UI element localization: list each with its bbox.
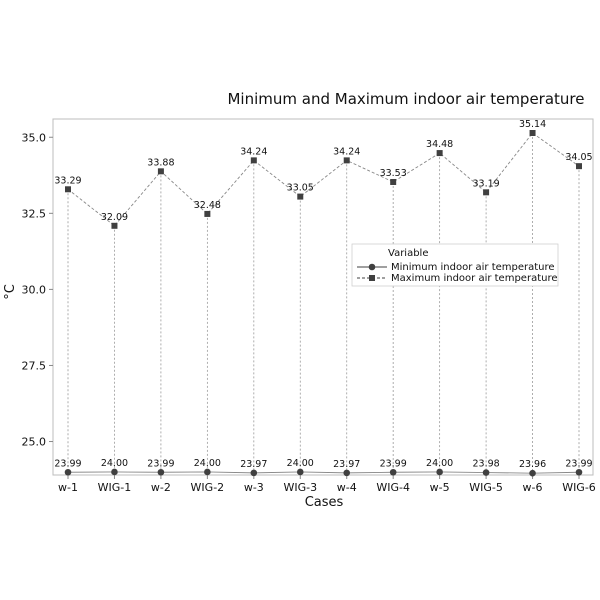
- max-data-label: 32.48: [194, 200, 221, 211]
- x-tick-label: w-6: [523, 481, 543, 494]
- min-data-label: 23.97: [240, 459, 267, 470]
- legend-label-max: Maximum indoor air temperature: [391, 273, 558, 284]
- y-tick-label: 32.5: [22, 207, 47, 220]
- max-point: [436, 150, 443, 157]
- legend: Variable Minimum indoor air temperature …: [351, 243, 559, 287]
- chart-title: Minimum and Maximum indoor air temperatu…: [227, 90, 584, 108]
- max-point: [250, 157, 257, 164]
- x-tick-label: WIG-6: [562, 481, 596, 494]
- x-tick-label: w-1: [58, 481, 78, 494]
- min-point: [250, 469, 258, 477]
- legend-label-min: Minimum indoor air temperature: [391, 262, 555, 273]
- max-point: [576, 163, 582, 170]
- plot-area: 25.0 27.5 30.0 32.5 35.0 w-1 WIG-1 w-2 WIG-2 w-3 W…: [22, 118, 596, 494]
- min-point: [296, 468, 304, 476]
- max-point: [204, 210, 211, 217]
- min-data-label: 24.00: [194, 458, 221, 469]
- y-axis-label: °C: [3, 284, 18, 300]
- x-tick-label: WIG-3: [283, 481, 317, 494]
- max-data-label: 34.24: [240, 146, 267, 157]
- min-data-label: 23.96: [519, 459, 546, 470]
- min-point: [157, 468, 165, 476]
- series-line-max: [67, 132, 580, 227]
- min-point: [204, 468, 211, 476]
- legend-box: [351, 243, 559, 287]
- series-line-min: [67, 471, 580, 474]
- y-tick-label: 30.0: [22, 283, 47, 296]
- max-data-label: 33.88: [147, 157, 174, 168]
- x-tick-label: WIG-1: [98, 481, 132, 494]
- x-axis-label: Cases: [305, 495, 344, 510]
- max-point: [65, 186, 71, 193]
- x-tick-label: w-5: [430, 481, 450, 494]
- max-data-label: 33.29: [54, 175, 81, 186]
- max-data-label: 32.09: [101, 212, 128, 223]
- min-point: [389, 468, 397, 476]
- min-point: [482, 469, 490, 476]
- min-point: [111, 468, 118, 476]
- max-point: [343, 157, 350, 164]
- y-tick-label: 27.5: [22, 359, 47, 372]
- max-data-label: 33.19: [472, 178, 499, 189]
- max-data-label: 35.14: [519, 119, 546, 130]
- min-data-label: 24.00: [287, 458, 314, 469]
- x-tick-label: WIG-5: [469, 481, 503, 494]
- min-data-label: 23.99: [147, 458, 174, 469]
- legend-title: Variable: [388, 248, 429, 259]
- x-tick-label: w-3: [244, 481, 264, 494]
- min-point: [575, 468, 583, 476]
- max-point: [390, 178, 397, 185]
- x-tick-label: WIG-4: [376, 481, 410, 494]
- max-data-label: 33.05: [287, 183, 314, 194]
- x-tick-label: w-2: [151, 481, 171, 494]
- min-data-label: 23.98: [472, 459, 499, 470]
- plot-frame: [52, 118, 594, 476]
- y-tick-label: 25.0: [22, 436, 47, 449]
- min-data-label: 24.00: [426, 458, 453, 469]
- legend-marker-max: [369, 275, 375, 281]
- x-tick-label: w-4: [337, 481, 357, 494]
- min-data-label: 23.97: [333, 459, 360, 470]
- max-data-label: 34.05: [565, 152, 592, 163]
- min-data-label: 23.99: [380, 458, 407, 469]
- min-data-label: 23.99: [565, 458, 592, 469]
- max-point: [111, 222, 118, 229]
- max-point: [157, 168, 164, 175]
- min-point: [529, 469, 536, 477]
- x-tick-label: WIG-2: [191, 481, 225, 494]
- min-data-label: 23.99: [54, 458, 81, 469]
- min-data-label: 24.00: [101, 458, 128, 469]
- max-point: [297, 193, 304, 200]
- min-point: [343, 469, 351, 477]
- min-point: [64, 468, 72, 476]
- legend-marker-min: [368, 263, 376, 271]
- min-point: [436, 468, 443, 476]
- max-point: [529, 129, 536, 136]
- max-data-label: 33.53: [380, 168, 407, 179]
- max-data-label: 34.48: [426, 139, 453, 150]
- max-data-label: 34.24: [333, 146, 360, 157]
- y-tick-label: 35.0: [22, 131, 47, 144]
- max-point: [483, 189, 490, 196]
